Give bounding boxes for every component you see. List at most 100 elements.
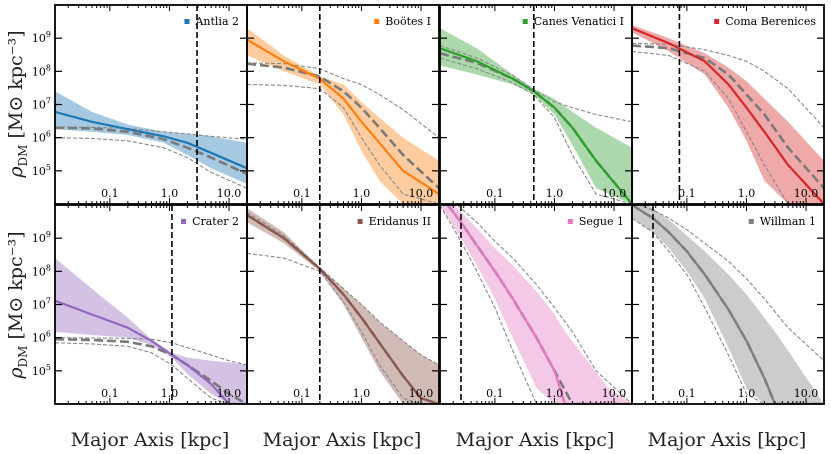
x-tick-label: 1.0 xyxy=(161,187,179,200)
y-tick-base: 10 xyxy=(32,99,46,112)
y-tick-label: 106 xyxy=(32,130,51,145)
panel-bo-tes-i: 0.1 1.0 10.0 Boötes I xyxy=(246,4,440,205)
legend-swatch xyxy=(567,219,573,224)
reference-median-line xyxy=(55,126,247,176)
y-label-units: [M⊙ kpc⁻³] xyxy=(5,231,27,339)
y-tick-exponent: 6 xyxy=(46,330,51,339)
y-tick-base: 10 xyxy=(32,65,46,78)
posterior-band xyxy=(632,205,824,404)
legend-swatch xyxy=(714,19,720,24)
legend: Eridanus II xyxy=(357,215,431,228)
panel-plot-area xyxy=(440,205,632,404)
y-tick-label: 108 xyxy=(32,63,51,78)
x-tick-label: 0.1 xyxy=(678,387,696,400)
x-tick-label: 0.1 xyxy=(293,387,311,400)
svg-text:ρDM[M⊙ kpc⁻³]: ρDM [M⊙ kpc⁻³] xyxy=(5,30,30,178)
y-tick-exponent: 5 xyxy=(46,363,51,372)
panel-plot-area xyxy=(247,5,439,204)
y-tick-label: 105 xyxy=(32,363,51,378)
median-profile-line xyxy=(247,38,439,195)
y-tick-exponent: 9 xyxy=(46,30,51,39)
legend-label: Eridanus II xyxy=(369,215,431,228)
reference-lower-line xyxy=(247,83,439,204)
y-label-units: [M⊙ kpc⁻³] xyxy=(5,30,27,138)
panel-plot-area xyxy=(55,5,247,204)
median-profile-line xyxy=(247,214,439,404)
x-axis-label-col-3: Major Axis [kpc] xyxy=(456,429,615,451)
x-tick-label: 10.0 xyxy=(794,187,819,200)
x-tick-label: 10.0 xyxy=(409,187,434,200)
x-tick-label: 1.0 xyxy=(738,187,756,200)
legend-label: Coma Berenices xyxy=(725,15,816,28)
legend: Segue 1 xyxy=(567,215,624,228)
x-axis-label-col-4: Major Axis [kpc] xyxy=(648,429,807,451)
x-tick-label: 10.0 xyxy=(794,387,819,400)
legend-label: Antlia 2 xyxy=(194,15,239,28)
x-tick-label: 10.0 xyxy=(217,187,242,200)
y-tick-label: 108 xyxy=(32,263,51,278)
y-tick-label: 109 xyxy=(32,30,51,45)
legend-swatch xyxy=(748,219,754,224)
y-label-rho: ρ xyxy=(5,367,27,380)
legend: Boötes I xyxy=(374,15,431,28)
y-tick-exponent: 7 xyxy=(46,97,51,106)
y-tick-base: 10 xyxy=(32,299,46,312)
panel-segue-1: 0.1 1.0 10.0 Segue 1 xyxy=(439,204,633,405)
reference-lower-line xyxy=(440,57,632,204)
reference-lower-line xyxy=(632,217,824,404)
posterior-band xyxy=(247,208,439,404)
x-tick-label: 1.0 xyxy=(353,187,371,200)
y-label-sub: DM xyxy=(16,346,30,368)
y-tick-base: 10 xyxy=(32,365,46,378)
y-tick-exponent: 6 xyxy=(46,130,51,139)
panel-willman-1: 0.1 1.0 10.0 Willman 1 xyxy=(631,204,825,405)
y-axis-label-row-2: ρDM [M⊙ kpc⁻³] xyxy=(5,231,30,379)
x-tick-label: 1.0 xyxy=(161,387,179,400)
x-tick-label: 1.0 xyxy=(546,187,564,200)
panel-plot-area xyxy=(55,205,247,404)
y-tick-base: 10 xyxy=(32,332,46,345)
y-tick-label: 107 xyxy=(32,297,51,312)
reference-lower-line xyxy=(55,137,247,189)
panel-plot-area xyxy=(632,205,824,404)
panel-coma-berenices: 0.1 1.0 10.0 Coma Berenices xyxy=(631,4,825,205)
x-tick-label: 0.1 xyxy=(486,387,504,400)
y-tick-label: 109 xyxy=(32,230,51,245)
posterior-band xyxy=(247,28,439,204)
y-tick-exponent: 9 xyxy=(46,230,51,239)
reference-upper-line xyxy=(55,126,247,140)
legend-swatch xyxy=(357,219,363,224)
svg-text:ρDM[M⊙ kpc⁻³]: ρDM [M⊙ kpc⁻³] xyxy=(5,231,30,379)
median-profile-line xyxy=(440,47,632,204)
panel-plot-area xyxy=(247,205,439,404)
reference-upper-line xyxy=(637,205,824,362)
x-tick-label: 10.0 xyxy=(602,187,627,200)
legend: Coma Berenices xyxy=(714,15,816,28)
legend: Canes Venatici I xyxy=(522,15,624,28)
x-tick-label: 10.0 xyxy=(409,387,434,400)
legend-label: Willman 1 xyxy=(760,215,816,228)
median-profile-line xyxy=(446,205,632,404)
reference-upper-line xyxy=(247,211,439,366)
x-tick-label: 1.0 xyxy=(546,387,564,400)
panel-frame xyxy=(54,4,248,205)
panel-plot-area xyxy=(632,5,824,204)
y-tick-label: 105 xyxy=(32,163,51,178)
legend: Antlia 2 xyxy=(184,15,239,28)
y-tick-exponent: 5 xyxy=(46,163,51,172)
panel-plot-area xyxy=(440,5,632,204)
posterior-band xyxy=(440,205,632,404)
legend-label: Canes Venatici I xyxy=(534,15,624,28)
y-tick-exponent: 8 xyxy=(46,63,51,72)
x-tick-label: 0.1 xyxy=(678,187,696,200)
x-tick-label: 0.1 xyxy=(293,187,311,200)
legend-swatch xyxy=(374,19,380,24)
x-tick-label: 1.0 xyxy=(738,387,756,400)
reference-upper-line xyxy=(456,205,632,404)
posterior-band xyxy=(632,25,824,204)
x-tick-label: 0.1 xyxy=(486,187,504,200)
reference-lower-line xyxy=(440,205,632,404)
